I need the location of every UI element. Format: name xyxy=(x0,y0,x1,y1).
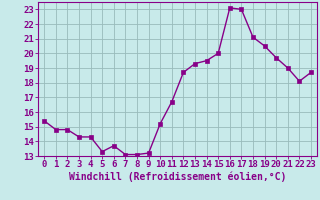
X-axis label: Windchill (Refroidissement éolien,°C): Windchill (Refroidissement éolien,°C) xyxy=(69,172,286,182)
